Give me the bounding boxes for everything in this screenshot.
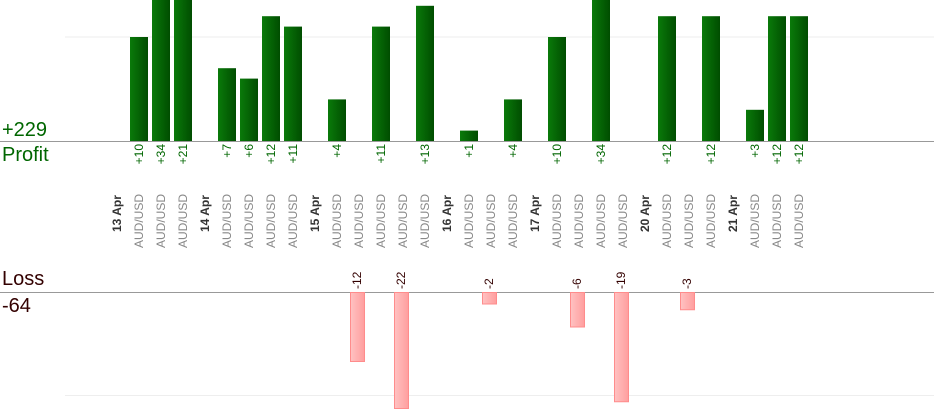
- profit-value-label: +6: [242, 144, 256, 158]
- profit-value-label: +7: [220, 144, 234, 158]
- loss-value-label: -2: [482, 278, 496, 289]
- date-label: 21 Apr: [726, 195, 740, 232]
- profit-value-label: +1: [462, 144, 476, 158]
- pair-label: AUD/USD: [770, 194, 784, 248]
- pair-label: AUD/USD: [660, 194, 674, 248]
- profit-total: +229: [2, 119, 48, 141]
- profit-value-label: +34: [154, 144, 168, 165]
- profit-bar: [262, 16, 280, 142]
- profit-bar: [768, 16, 786, 142]
- pair-label: AUD/USD: [264, 194, 278, 248]
- loss-value-label: -22: [394, 271, 408, 289]
- profit-value-label: +10: [132, 144, 146, 165]
- profit-bar: [284, 26, 302, 142]
- profit-bar: [328, 99, 346, 141]
- profit-bar: [372, 26, 390, 142]
- pair-label: AUD/USD: [374, 194, 388, 248]
- loss-label: Loss: [2, 268, 45, 290]
- profit-bar: [218, 68, 236, 141]
- loss-bar: [394, 292, 409, 409]
- pair-label: AUD/USD: [506, 194, 520, 248]
- pair-label: AUD/USD: [682, 194, 696, 248]
- pair-label: AUD/USD: [176, 194, 190, 248]
- loss-bar: [350, 292, 365, 362]
- loss-bar: [570, 292, 585, 328]
- pair-label: AUD/USD: [352, 194, 366, 248]
- pair-label: AUD/USD: [704, 194, 718, 248]
- profit-value-label: +11: [374, 144, 388, 164]
- profit-value-label: +3: [748, 144, 762, 158]
- profit-value-label: +4: [506, 144, 520, 158]
- loss-bar: [614, 292, 629, 403]
- loss-bar: [482, 292, 497, 305]
- pair-label: AUD/USD: [396, 194, 410, 248]
- profit-value-label: +12: [770, 144, 784, 165]
- pair-label: AUD/USD: [242, 194, 256, 248]
- profit-bar: [152, 0, 170, 141]
- profit-bar: [416, 5, 434, 141]
- profit-value-label: +21: [176, 144, 190, 165]
- loss-bar: [680, 292, 695, 311]
- date-label: 20 Apr: [638, 195, 652, 232]
- date-label: 16 Apr: [440, 195, 454, 232]
- pair-label: AUD/USD: [418, 194, 432, 248]
- pair-label: AUD/USD: [616, 194, 630, 248]
- date-label: 15 Apr: [308, 195, 322, 232]
- pair-label: AUD/USD: [330, 194, 344, 248]
- profit-value-label: +13: [418, 144, 432, 165]
- profit-bar: [548, 37, 566, 141]
- loss-value-label: -19: [614, 271, 628, 289]
- pair-label: AUD/USD: [132, 194, 146, 248]
- profit-bar: [702, 16, 720, 142]
- profit-bar: [240, 78, 258, 141]
- loss-value-label: -3: [680, 278, 694, 289]
- profit-value-label: +12: [660, 144, 674, 165]
- profit-bar: [460, 130, 478, 141]
- date-label: 17 Apr: [528, 195, 542, 232]
- profit-bar: [592, 0, 610, 141]
- date-label: 14 Apr: [198, 195, 212, 232]
- profit-bar: [746, 109, 764, 141]
- profit-bar: [174, 0, 192, 141]
- pair-label: AUD/USD: [550, 194, 564, 248]
- pair-label: AUD/USD: [748, 194, 762, 248]
- profit-bar: [504, 99, 522, 141]
- profit-bar: [130, 37, 148, 141]
- pair-label: AUD/USD: [572, 194, 586, 248]
- pair-label: AUD/USD: [286, 194, 300, 248]
- profit-value-label: +12: [792, 144, 806, 165]
- profit-bar: [790, 16, 808, 142]
- loss-value-label: -12: [350, 271, 364, 289]
- pair-label: AUD/USD: [484, 194, 498, 248]
- pair-label: AUD/USD: [594, 194, 608, 248]
- profit-value-label: +11: [286, 144, 300, 164]
- profit-label: Profit: [2, 144, 49, 166]
- profit-value-label: +12: [704, 144, 718, 165]
- profit-value-label: +12: [264, 144, 278, 165]
- pair-label: AUD/USD: [220, 194, 234, 248]
- loss-value-label: -6: [570, 278, 584, 289]
- profit-value-label: +10: [550, 144, 564, 165]
- pair-label: AUD/USD: [154, 194, 168, 248]
- profit-value-label: +4: [330, 144, 344, 158]
- pair-label: AUD/USD: [462, 194, 476, 248]
- profit-value-label: +34: [594, 144, 608, 165]
- pair-label: AUD/USD: [792, 194, 806, 248]
- profit-bar: [658, 16, 676, 142]
- loss-total: -64: [2, 295, 31, 317]
- date-label: 13 Apr: [110, 195, 124, 232]
